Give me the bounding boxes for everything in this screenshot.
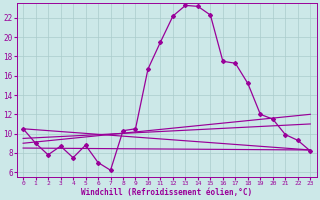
X-axis label: Windchill (Refroidissement éolien,°C): Windchill (Refroidissement éolien,°C) [81,188,252,197]
